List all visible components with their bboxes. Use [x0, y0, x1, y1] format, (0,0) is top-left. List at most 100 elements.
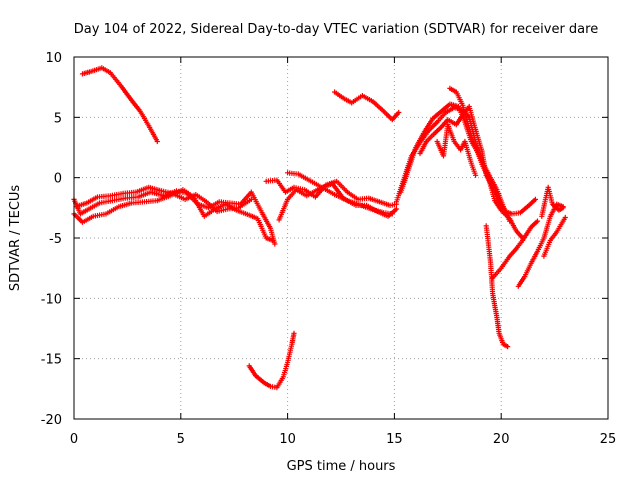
series-arc-late-b [490, 218, 541, 281]
data-point [130, 202, 133, 204]
data-point [342, 97, 344, 99]
data-point [517, 285, 520, 288]
series-arc-late-e [539, 184, 566, 219]
data-point [135, 191, 137, 194]
data-point [218, 200, 221, 203]
data-point [96, 196, 99, 198]
data-point [547, 186, 550, 189]
data-point [457, 105, 460, 108]
data-point [156, 199, 159, 202]
data-point [502, 343, 505, 346]
data-point [395, 200, 398, 203]
data-point [555, 203, 558, 206]
data-point [395, 208, 398, 210]
data-point [449, 103, 451, 105]
data-point [273, 243, 276, 245]
data-point [265, 237, 268, 239]
axis-tick-labels: 0 5 10 15 20 25 -20 -15 -10 -5 0 5 10 [41, 51, 617, 447]
data-point [500, 209, 503, 212]
series-arc-low [246, 330, 297, 391]
data-point [271, 239, 274, 242]
data-point [184, 198, 187, 201]
data-point [111, 199, 114, 202]
data-point [528, 204, 530, 207]
data-point [564, 216, 567, 219]
data-point [333, 91, 336, 93]
data-point [150, 191, 152, 194]
data-point [455, 123, 458, 126]
data-point [506, 345, 509, 348]
data-point [423, 130, 426, 133]
data-point [357, 198, 359, 201]
data-point [500, 267, 503, 270]
data-point [139, 110, 142, 113]
data-point [269, 227, 272, 230]
data-point [558, 209, 560, 212]
data-point [143, 200, 146, 203]
data-point [382, 110, 385, 113]
data-point [171, 192, 174, 195]
data-point [229, 202, 231, 204]
data-point [303, 188, 306, 191]
data-point [474, 128, 477, 131]
data-point [489, 261, 492, 263]
data-point [346, 199, 349, 202]
data-point [81, 73, 84, 75]
x-tick-label: 0 [70, 432, 78, 447]
y-tick-label: -5 [49, 232, 62, 247]
data-point [523, 275, 526, 278]
data-point [357, 203, 359, 206]
data-point [481, 150, 483, 153]
data-point [491, 292, 494, 295]
data-point [485, 225, 488, 227]
x-tick-label: 5 [177, 432, 185, 447]
data-point [543, 255, 545, 257]
data-point [286, 198, 289, 201]
data-point [464, 140, 466, 143]
data-point [425, 140, 428, 143]
data-point [75, 205, 77, 208]
data-point [391, 213, 394, 215]
data-point [81, 221, 84, 224]
data-point [446, 118, 449, 121]
data-point [372, 100, 374, 103]
y-axis-label: SDTVAR / TECUs [8, 185, 23, 292]
data-point [90, 70, 92, 73]
data-point [147, 186, 150, 189]
data-point [440, 110, 443, 113]
data-point [474, 174, 477, 177]
series-arc-dip [483, 223, 511, 350]
data-point [530, 226, 532, 229]
axis-ticks [73, 56, 609, 420]
data-point [297, 173, 300, 175]
data-point [540, 215, 543, 218]
data-point [333, 193, 336, 196]
data-point [496, 197, 498, 200]
data-point [122, 192, 124, 195]
series-arc-late-c [515, 201, 566, 289]
data-point [350, 102, 353, 104]
data-point [346, 191, 349, 194]
data-point [286, 361, 289, 364]
data-point [431, 117, 434, 120]
data-point [254, 374, 257, 377]
series-arc-main-c [73, 184, 254, 215]
data-point [478, 157, 481, 160]
data-point [286, 171, 289, 174]
data-point [147, 124, 150, 127]
data-point [511, 213, 513, 215]
data-point [98, 202, 101, 204]
data-point [399, 191, 402, 194]
data-point [278, 219, 280, 221]
data-point [269, 385, 272, 388]
data-point [250, 191, 253, 194]
data-marks [71, 65, 568, 391]
data-point [560, 223, 562, 226]
data-point [284, 191, 287, 194]
data-point [530, 262, 532, 265]
data-point [397, 111, 400, 114]
data-point [305, 194, 308, 197]
data-point [382, 211, 385, 214]
data-point [521, 239, 524, 242]
data-point [295, 188, 297, 191]
